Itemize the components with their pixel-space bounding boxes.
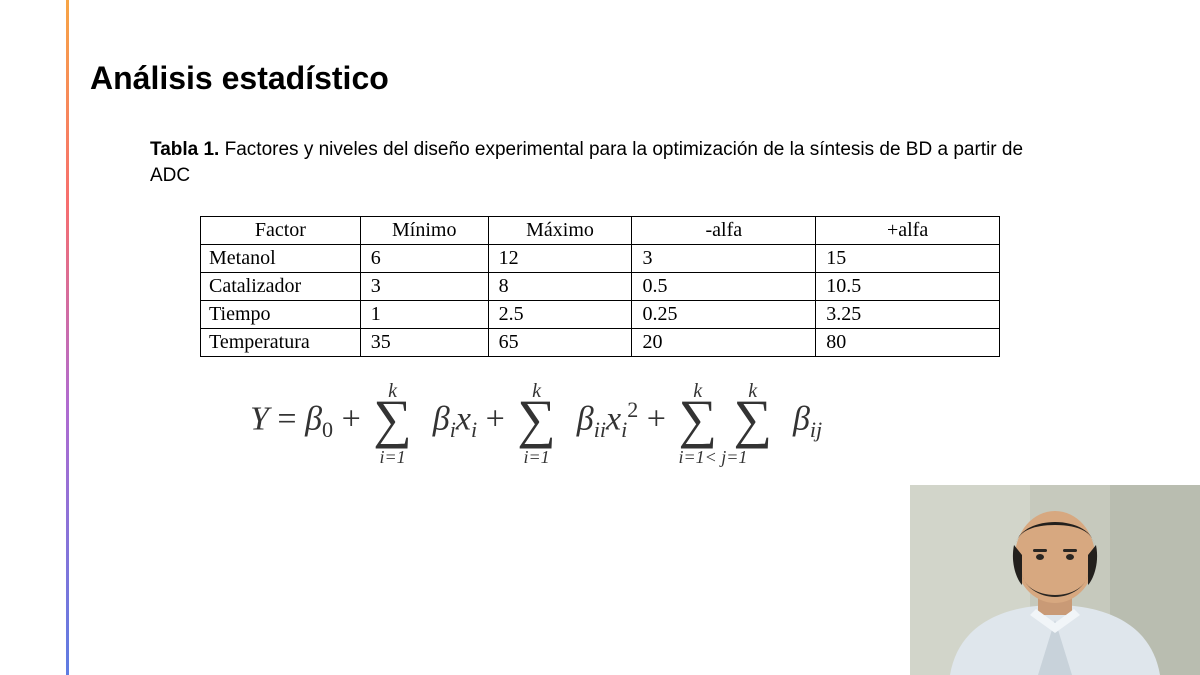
col-nalfa: -alfa [632,217,816,245]
table-row: Tiempo 1 2.5 0.25 3.25 [201,301,1000,329]
cell: 3.25 [816,301,1000,329]
sum-upper: k [517,380,556,403]
table-row: Metanol 6 12 3 15 [201,245,1000,273]
cell: Temperatura [201,329,361,357]
cell: 12 [488,245,632,273]
factors-table: Factor Mínimo Máximo -alfa +alfa Metanol… [200,216,1000,357]
cell: 65 [488,329,632,357]
sum-upper: k [678,380,717,403]
cell: Catalizador [201,273,361,301]
table-row: Catalizador 3 8 0.5 10.5 [201,273,1000,301]
sigma-1: k ∑ i=1 [373,398,412,446]
table-wrapper: Factor Mínimo Máximo -alfa +alfa Metanol… [200,216,1000,357]
cell: 1 [360,301,488,329]
page-title: Análisis estadístico [90,60,1120,97]
col-palfa: +alfa [816,217,1000,245]
cell: 35 [360,329,488,357]
col-factor: Factor [201,217,361,245]
col-max: Máximo [488,217,632,245]
caption-label: Tabla 1. [150,139,219,160]
cell: Tiempo [201,301,361,329]
caption-text: Factores y niveles del diseño experiment… [150,139,1023,186]
presenter-webcam-overlay [910,485,1200,675]
sigma-2: k ∑ i=1 [517,398,556,446]
col-min: Mínimo [360,217,488,245]
sum-lower: i=1 [517,447,556,468]
cell: 10.5 [816,273,1000,301]
cell: 0.5 [632,273,816,301]
cell: Metanol [201,245,361,273]
cell: 3 [632,245,816,273]
accent-bar [66,0,69,675]
sum-upper: k [733,380,772,403]
sum-upper: k [373,380,412,403]
sum-lower: i=1 [373,447,412,468]
regression-equation: Y = β0 + k ∑ i=1 βixi + k ∑ i=1 βiixi2 +… [250,397,1120,446]
person-icon [910,485,1200,675]
cell: 15 [816,245,1000,273]
cell: 20 [632,329,816,357]
cell: 3 [360,273,488,301]
sigma-3a: k ∑ i=1< j=1 [678,398,717,446]
cell: 2.5 [488,301,632,329]
cell: 6 [360,245,488,273]
cell: 0.25 [632,301,816,329]
table-header-row: Factor Mínimo Máximo -alfa +alfa [201,217,1000,245]
sigma-3b: k ∑ [733,398,772,446]
table-caption: Tabla 1. Factores y niveles del diseño e… [150,137,1050,188]
table-row: Temperatura 35 65 20 80 [201,329,1000,357]
sum-lower: i=1< j=1 [678,447,717,468]
cell: 8 [488,273,632,301]
cell: 80 [816,329,1000,357]
slide-root: Análisis estadístico Tabla 1. Factores y… [0,0,1200,675]
